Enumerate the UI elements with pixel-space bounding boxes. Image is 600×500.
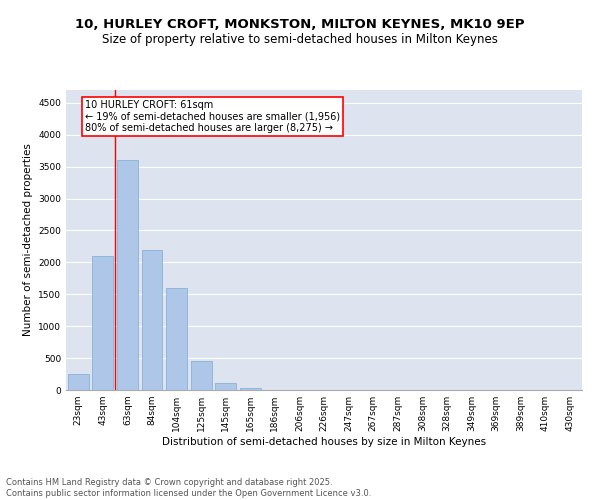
- Text: Size of property relative to semi-detached houses in Milton Keynes: Size of property relative to semi-detach…: [102, 32, 498, 46]
- Text: 10 HURLEY CROFT: 61sqm
← 19% of semi-detached houses are smaller (1,956)
80% of : 10 HURLEY CROFT: 61sqm ← 19% of semi-det…: [85, 100, 340, 133]
- Text: 10, HURLEY CROFT, MONKSTON, MILTON KEYNES, MK10 9EP: 10, HURLEY CROFT, MONKSTON, MILTON KEYNE…: [75, 18, 525, 30]
- Bar: [166, 288, 187, 390]
- Text: Contains HM Land Registry data © Crown copyright and database right 2025.
Contai: Contains HM Land Registry data © Crown c…: [6, 478, 371, 498]
- Bar: [191, 362, 212, 390]
- X-axis label: Distribution of semi-detached houses by size in Milton Keynes: Distribution of semi-detached houses by …: [162, 437, 486, 447]
- Bar: [68, 374, 89, 390]
- Bar: [142, 250, 163, 390]
- Bar: [117, 160, 138, 390]
- Bar: [240, 388, 261, 390]
- Y-axis label: Number of semi-detached properties: Number of semi-detached properties: [23, 144, 32, 336]
- Bar: [215, 383, 236, 390]
- Bar: [92, 256, 113, 390]
